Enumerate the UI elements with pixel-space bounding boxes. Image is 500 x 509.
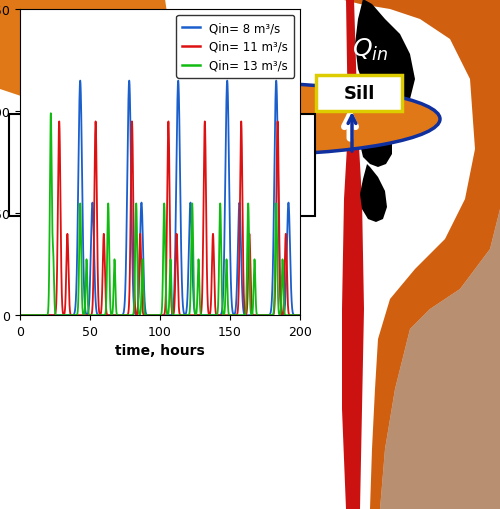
Polygon shape — [342, 0, 364, 509]
FancyBboxPatch shape — [316, 76, 402, 112]
Polygon shape — [0, 0, 170, 102]
Legend: Qin= 8 m³/s, Qin= 11 m³/s, Qin= 13 m³/s: Qin= 8 m³/s, Qin= 11 m³/s, Qin= 13 m³/s — [176, 16, 294, 78]
Ellipse shape — [50, 84, 440, 156]
Text: Sill: Sill — [344, 85, 374, 103]
Text: $\frac{dP_{sill}}{dt} = \omega(Q_{in} - Q)$: $\frac{dP_{sill}}{dt} = \omega(Q_{in} - … — [87, 149, 237, 182]
Text: $Q_{in}$: $Q_{in}$ — [352, 37, 388, 63]
X-axis label: time, hours: time, hours — [115, 344, 205, 358]
Polygon shape — [340, 0, 500, 509]
Polygon shape — [125, 118, 210, 140]
Polygon shape — [355, 0, 415, 115]
FancyBboxPatch shape — [9, 115, 315, 216]
Polygon shape — [370, 210, 500, 509]
Polygon shape — [360, 115, 392, 167]
Polygon shape — [0, 0, 160, 75]
Polygon shape — [360, 165, 387, 222]
